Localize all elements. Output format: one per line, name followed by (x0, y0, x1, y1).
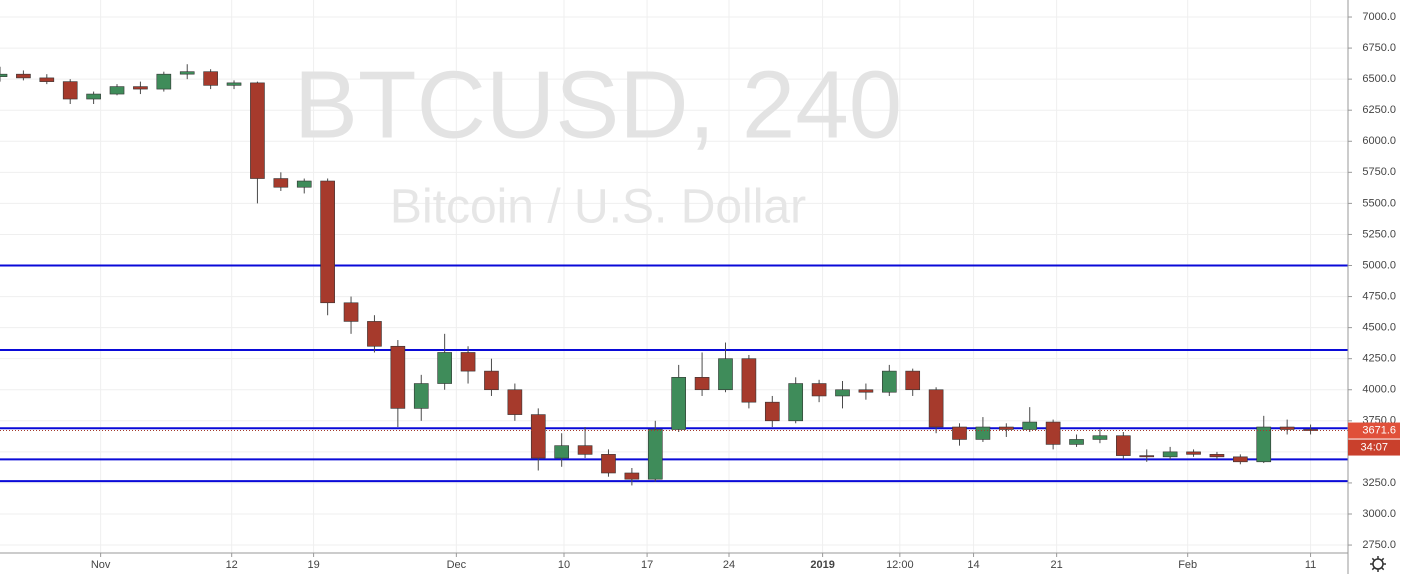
x-tick-label: 21 (1051, 559, 1063, 571)
y-tick-label: 3250.0 (1362, 477, 1396, 489)
y-tick-label: 6750.0 (1362, 42, 1396, 54)
x-tick-label: 19 (307, 559, 319, 571)
watermark-subtitle: Bitcoin / U.S. Dollar (390, 181, 806, 234)
candle-body (86, 93, 101, 100)
x-tick-label: Feb (1178, 559, 1197, 571)
candle-body (741, 358, 757, 403)
x-tick-label: Dec (447, 559, 467, 571)
candle-body (788, 383, 804, 422)
candle-body (156, 73, 172, 90)
y-tick-label: 4500.0 (1362, 322, 1396, 334)
candle-body (1256, 426, 1272, 463)
candle-body (484, 370, 499, 391)
x-tick-label: 17 (641, 559, 653, 571)
y-tick-label: 5750.0 (1362, 166, 1396, 178)
candle-body (694, 377, 710, 391)
y-tick-label: 7000.0 (1362, 11, 1396, 23)
candle-body (320, 180, 335, 304)
y-tick-label: 4750.0 (1362, 290, 1396, 302)
candle-body (367, 321, 382, 347)
candle-body (835, 389, 850, 397)
y-tick-label: 3000.0 (1362, 508, 1396, 520)
y-tick-label: 4000.0 (1362, 384, 1396, 396)
candle-body (601, 454, 616, 474)
candle-body (109, 86, 125, 95)
candle-body (39, 77, 55, 82)
candle-body (764, 401, 780, 422)
candle-body (133, 86, 148, 90)
candle-body (226, 82, 242, 86)
y-tick-label: 6000.0 (1362, 135, 1396, 147)
candle-body (413, 383, 429, 409)
candle-body (952, 426, 967, 440)
candle-body (624, 472, 640, 480)
y-tick-label: 2750.0 (1362, 539, 1396, 551)
candle-body (179, 71, 195, 75)
candle-body (1045, 421, 1061, 445)
candle-body (554, 445, 569, 459)
candle-body (390, 345, 406, 409)
candle-body (1186, 451, 1201, 455)
candle-body (881, 370, 897, 393)
y-tick-label: 6500.0 (1362, 73, 1396, 85)
x-tick-label: Nov (91, 559, 111, 571)
candle-body (16, 73, 31, 79)
candle-body (0, 73, 8, 77)
candle-body (530, 414, 546, 459)
candle-body (718, 358, 733, 391)
candle-body (647, 429, 663, 480)
candle-body (1233, 456, 1248, 463)
last-price-label: 3671.6 (1362, 424, 1396, 436)
countdown-box (1348, 439, 1400, 456)
y-tick-label: 5250.0 (1362, 228, 1396, 240)
candle-body (905, 370, 921, 391)
candle-body (62, 81, 78, 100)
watermark-title: BTCUSD, 240 (294, 51, 902, 158)
candle-body (671, 377, 687, 430)
candle-body (296, 180, 312, 188)
y-tick-label: 4250.0 (1362, 353, 1396, 365)
candle-body (811, 383, 827, 397)
last-price-box (1348, 422, 1400, 439)
candle-body (998, 426, 1014, 430)
candle-body (203, 71, 218, 86)
countdown-label: 34:07 (1360, 441, 1388, 453)
candle-body (343, 302, 359, 322)
candle-body (1303, 429, 1318, 431)
candle-body (577, 445, 593, 455)
candle-body (460, 352, 476, 372)
x-tick-label: 2019 (810, 559, 834, 571)
candle-body (1139, 455, 1155, 458)
candle-body (1279, 426, 1295, 430)
candle-body (437, 352, 452, 384)
y-tick-label: 6250.0 (1362, 104, 1396, 116)
plot (0, 64, 1348, 486)
candle-body (507, 389, 523, 415)
candle-body (1209, 454, 1225, 458)
x-tick-label: 12 (226, 559, 238, 571)
candle-body (975, 426, 991, 440)
settings-button[interactable] (1370, 556, 1386, 572)
y-tick-label: 5500.0 (1362, 197, 1396, 209)
candle-body (273, 178, 289, 188)
x-tick-label: 14 (967, 559, 979, 571)
x-tick-label: 24 (723, 559, 735, 571)
x-tick-label: 10 (558, 559, 570, 571)
y-tick-label: 5000.0 (1362, 259, 1396, 271)
candle-body (1022, 421, 1038, 430)
x-tick-label: 12:00 (886, 559, 914, 571)
axes: 2750.03000.03250.03500.03750.04000.04250… (91, 11, 1400, 571)
x-tick-label: 11 (1305, 559, 1316, 571)
candle-body (1162, 451, 1178, 458)
candle-body (1092, 435, 1108, 440)
candle-body (928, 389, 944, 428)
candle-body (1069, 439, 1084, 445)
candle-body (1116, 435, 1131, 456)
candle-body (858, 389, 874, 393)
candle-body (250, 82, 265, 179)
